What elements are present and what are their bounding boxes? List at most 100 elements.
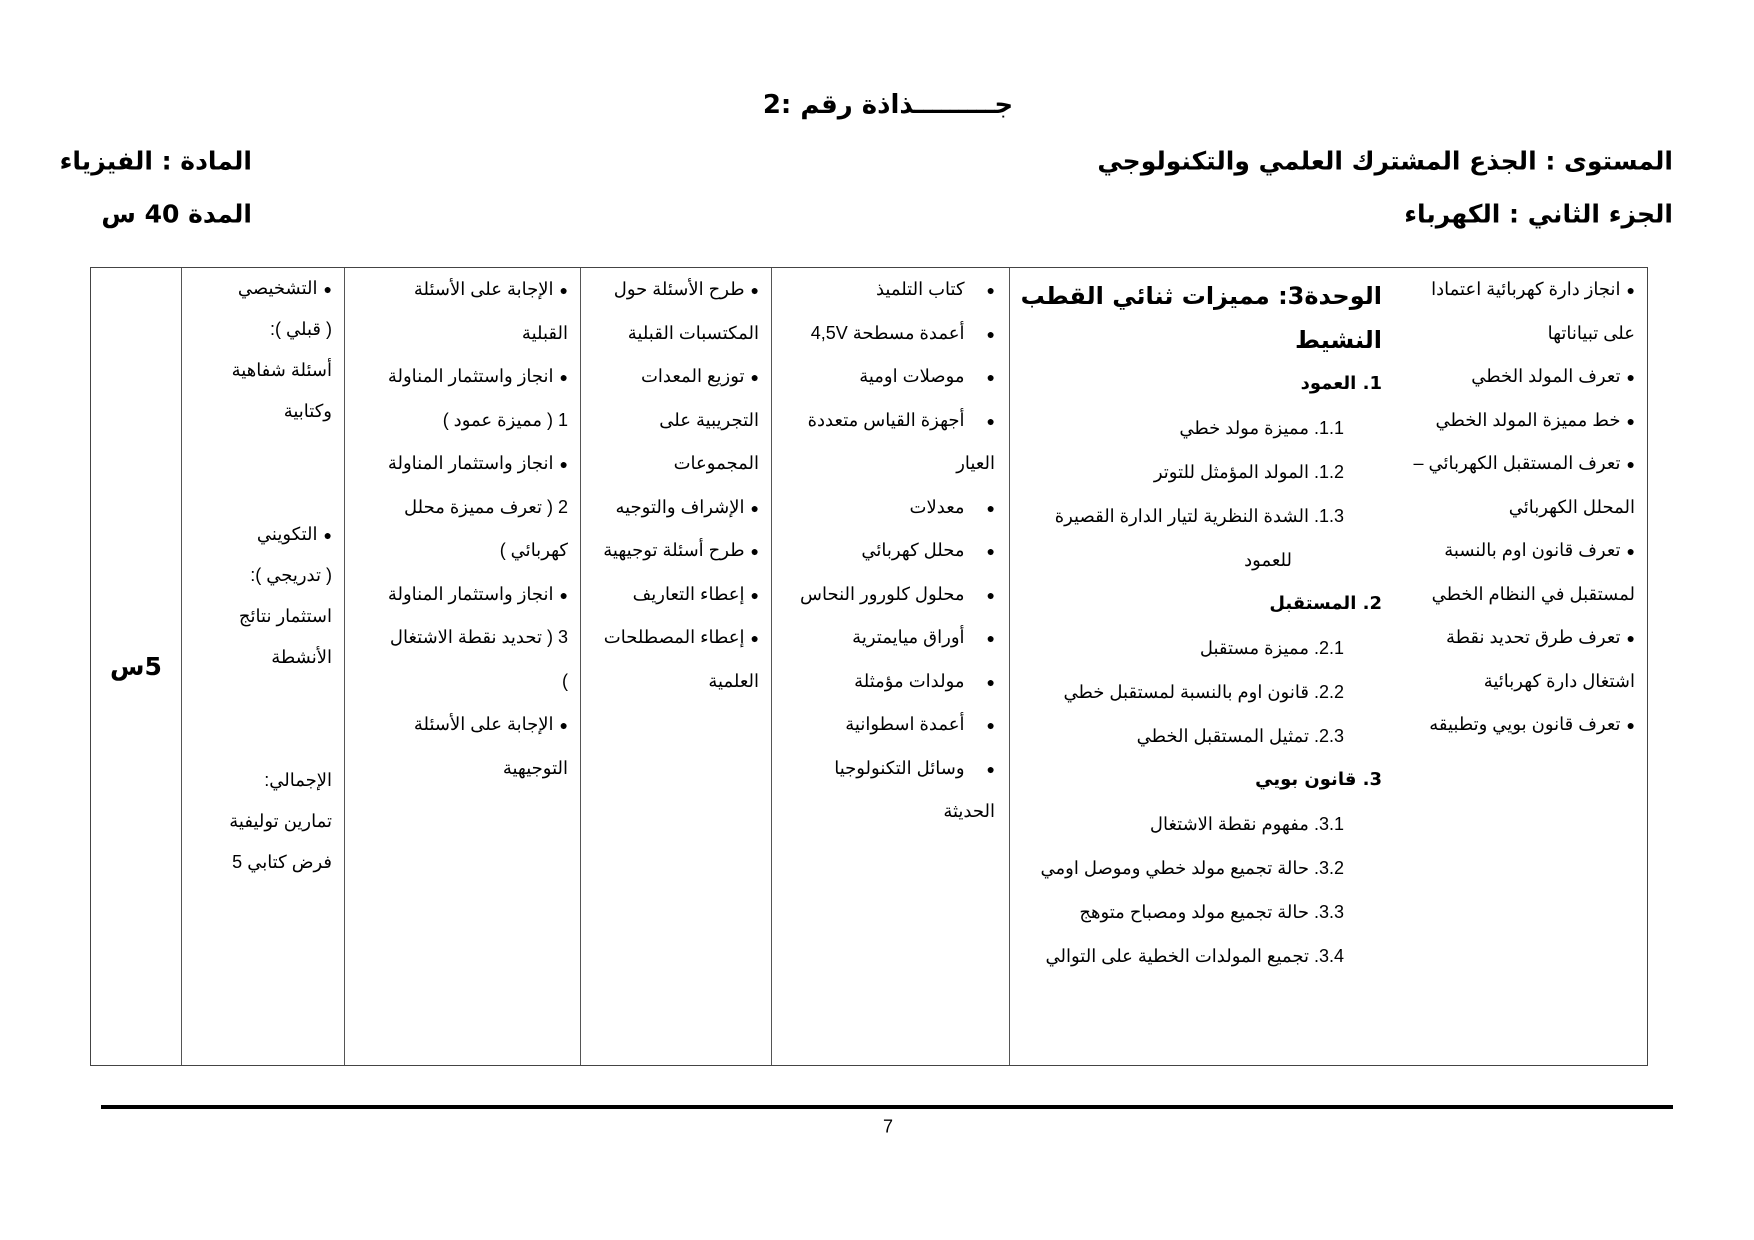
list-item: ● كتاب التلميذ [772, 268, 995, 312]
item-text: استثمار نتائج [238, 606, 332, 626]
list-item: 1 ( مميزة عمود ) [345, 399, 568, 443]
item-text: القبلية [521, 322, 568, 343]
item-text: إعطاء التعاريف [632, 583, 745, 604]
item-text: التشخيصي [237, 278, 318, 298]
list-item [182, 473, 332, 514]
item-text: التجريبية على [659, 409, 759, 430]
item-text: اشتغال دارة كهربائية [1483, 670, 1635, 691]
unit-subsection: 3.2. حالة تجميع مولد خطي وموصل اومي [1040, 858, 1345, 878]
item-text: طرح الأسئلة حول [613, 279, 745, 299]
materials-column: ● كتاب التلميذ ● أعمدة مسطحة 4,5V ● موصلات او… [771, 268, 1009, 1065]
bullet-icon: ● [559, 456, 568, 472]
unit-subsection: 2.3. تمثيل المستقبل الخطي [1136, 726, 1344, 746]
unit-subsection: 1.1. مميزة مولد خطي [1179, 418, 1344, 438]
unit-subsection: 3.3. حالة تجميع مولد ومصباح متوهج [1079, 902, 1344, 922]
unit-title-cont: النشيط [1295, 326, 1382, 354]
item-text: الإجمالي: [264, 770, 332, 790]
item-text: انجاز واستثمار المناولة [387, 453, 554, 473]
list-item: الأنشطة [182, 637, 332, 678]
item-text: أوراق ميايمترية [852, 627, 965, 647]
bullet-icon: ● [1626, 630, 1635, 646]
item-text: كتاب التلميذ [875, 279, 965, 299]
item-text: كهربائي ) [499, 540, 568, 560]
list-item: 3 ( تحديد نقطة الاشتغال [345, 616, 568, 660]
item-text: تعرف قانون اوم بالنسبة [1444, 540, 1621, 560]
bullet-icon: ● [559, 369, 568, 385]
item-text: 1 ( مميزة عمود ) [442, 409, 568, 430]
list-item: ● انجاز واستثمار المناولة [345, 355, 568, 399]
list-item: على تبياناتها [1394, 312, 1635, 356]
list-item: ● توزيع المعدات [581, 355, 759, 399]
bullet-icon: ● [323, 527, 332, 543]
list-item: ● مولدات مؤمثلة [772, 660, 995, 704]
teacher-activities-column: ● طرح الأسئلة حول المكتسبات القبلية ● توزيع … [580, 268, 771, 1065]
list-item: ● التشخيصي [182, 268, 332, 309]
item-text: أجهزة القياس متعددة [807, 409, 965, 430]
item-text: ) [562, 670, 568, 691]
bullet-icon: ● [559, 586, 568, 603]
bullet-icon: ● [986, 630, 995, 646]
item-text: خط مميزة المولد الخطي [1435, 409, 1621, 430]
list-item: لمستقبل في النظام الخطي [1394, 573, 1635, 617]
unit-section: 3. قانون بويي [1255, 769, 1382, 790]
list-item: ● تعرف قانون اوم بالنسبة [1394, 529, 1635, 573]
level-label: المستوى : الجذع المشترك العلمي والتكنولو… [1097, 146, 1673, 176]
time-cell: 5س [110, 652, 162, 681]
item-text: وكتابية [283, 401, 332, 421]
item-text: العيار [956, 453, 995, 473]
item-text: معدلات [909, 496, 965, 517]
list-item: ● طرح أسئلة توجيهية [581, 529, 759, 573]
item-text: إعطاء المصطلحات [603, 627, 745, 647]
unit-subsection: 3.4. تجميع المولدات الخطية على التوالي [1045, 946, 1344, 966]
unit-subsection: 2.2. قانون اوم بالنسبة لمستقبل خطي [1063, 682, 1345, 702]
bullet-icon: ● [559, 282, 568, 298]
bullet-icon: ● [986, 412, 995, 429]
bullet-icon: ● [986, 673, 995, 690]
item-text: توزيع المعدات [640, 366, 745, 386]
list-item: ● خط مميزة المولد الخطي [1394, 399, 1635, 443]
item-text: الإجابة على الأسئلة [413, 279, 554, 299]
evaluation-column: ● التشخيصي ( قبلي ): أسئلة شفاهية وكتابية ● ال… [181, 268, 344, 1065]
item-text: المجموعات [673, 453, 759, 473]
list-item: ● معدلات [772, 486, 995, 530]
list-item: ● تعرف قانون بويي وتطبيقه [1394, 703, 1635, 747]
list-item: ● تعرف المولد الخطي [1394, 355, 1635, 399]
list-item: ● الإشراف والتوجيه [581, 486, 759, 530]
list-item: الإجمالي: [182, 760, 332, 801]
list-item: ● تعرف طرق تحديد نقطة [1394, 616, 1635, 660]
item-text: ( تدريجي ): [250, 565, 332, 585]
subject-label: المادة : الفيزياء [59, 146, 252, 176]
unit-content-column: الوحدة3: مميزات ثنائي القطب النشيط 1. ال… [1009, 268, 1394, 1065]
list-item: ● أجهزة القياس متعددة [772, 399, 995, 443]
item-text: محلل كهربائي [861, 540, 965, 560]
list-item: استثمار نتائج [182, 596, 332, 637]
item-text: المكتسبات القبلية [627, 322, 759, 343]
unit-subsection: 2.1. مميزة مستقبل [1199, 638, 1344, 658]
bullet-icon: ● [986, 499, 995, 516]
item-text: محلول كلورور النحاس [800, 583, 965, 604]
list-item: المكتسبات القبلية [581, 312, 759, 356]
item-text: على تبياناتها [1547, 322, 1635, 343]
list-item: المحلل الكهربائي [1394, 486, 1635, 530]
list-item: القبلية [345, 312, 568, 356]
list-item: العيار [772, 442, 995, 486]
bullet-icon: ● [750, 630, 759, 646]
item-text: موصلات اومية [859, 366, 965, 386]
bullet-icon: ● [986, 369, 995, 385]
bullet-icon: ● [323, 281, 332, 297]
bullet-icon: ● [1626, 717, 1635, 733]
list-item: ) [345, 660, 568, 704]
bullet-icon: ● [750, 543, 759, 559]
item-text: المحلل الكهربائي [1508, 496, 1635, 517]
list-item: ● محلول كلورور النحاس [772, 573, 995, 617]
list-item: التجريبية على [581, 399, 759, 443]
duration-label: المدة 40 س [101, 199, 252, 229]
list-item: ● التكويني [182, 514, 332, 555]
list-item: أسئلة شفاهية [182, 350, 332, 391]
list-item: ● أوراق ميايمترية [772, 616, 995, 660]
unit-subsection: 1.2. المولد المؤمثل للتوتر [1153, 462, 1344, 482]
bullet-icon: ● [1626, 543, 1635, 559]
list-item: اشتغال دارة كهربائية [1394, 660, 1635, 704]
item-text: تمارين توليفية [229, 811, 332, 831]
bullet-icon: ● [986, 717, 995, 733]
